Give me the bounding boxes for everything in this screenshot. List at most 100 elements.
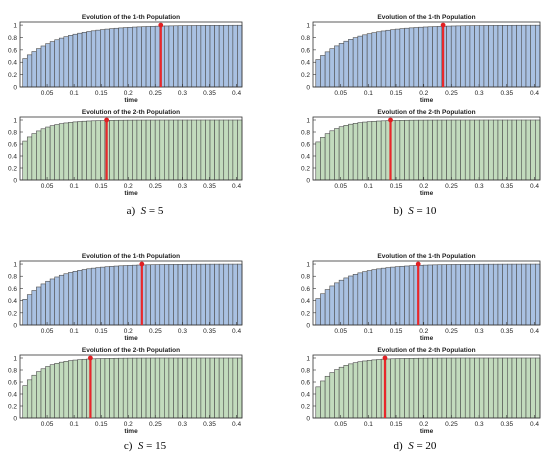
plot-b-pop2-bar [399,120,405,181]
caption-c-prefix: c) [123,440,133,452]
plot-c-pop2-bar [58,361,65,419]
plot-c-pop1-xtick-label: 0.15 [95,328,108,335]
plot-c-pop2-ytick-label: 0.8 [8,368,17,375]
plot-a-pop1-bar [196,25,202,88]
plot-b-pop2-bar [427,119,433,181]
plot-c-pop2-xtick-label: 0.15 [95,421,108,428]
plot-c-pop1-bar [81,269,87,326]
plot-b-pop1-bar [390,29,396,88]
plot-a-pop1-bar [81,31,87,88]
plot-b-pop2-bar [474,119,480,181]
plot-c-pop1-xtick-label: 0.3 [178,328,187,335]
plot-b-pop2-bar [450,119,457,181]
plot-d-pop1-bar [469,263,475,326]
plot-d-pop2-title: Evolution of the 2-th Population [377,347,475,354]
plot-c-pop1-bar [49,278,55,326]
plot-a-pop1-bar [86,31,92,88]
plot-b-pop1-bar [460,25,466,88]
plot-a-pop2-bar [141,119,147,181]
plot-a-pop1-bar [45,43,51,88]
plot-c-pop1-bar [200,263,206,326]
plot-a-pop1-bar [191,25,197,88]
plot-c-pop2-bar [154,357,161,419]
plot-b-pop2-bar [338,126,345,181]
plot-b-pop1-bar [324,51,331,88]
plot-d-pop1-bar [343,277,349,326]
plot-b-pop2-bar [464,119,471,181]
plot-b-pop2-xtick-label: 0.3 [475,183,484,190]
plot-a-pop2-bar [49,125,55,181]
plot-c-pop2-axes-frame [19,354,243,419]
plot-d-pop2-ytick-label: 0.6 [301,380,310,387]
plot-d-pop2-bar [492,357,499,419]
plot-b-pop2-bar [408,119,415,181]
plot-a-pop1-bar [90,30,97,88]
plot-c-pop1-bar [72,271,78,326]
plot-c-pop1-xtick-label: 0.35 [203,328,216,335]
plot-c-pop2-ytick-label: 0.4 [8,392,17,399]
plot-c-pop1-bar [196,263,202,326]
plot-d-pop2-bar [413,357,419,419]
plot-d-pop2-bar [385,358,391,419]
plot-b-pop2-bar [348,123,354,181]
plot-a-pop1-xlabel: time [124,97,138,104]
plot-d-pop2-bar [348,363,354,419]
plot-c-pop2-bar [72,359,78,419]
plot-b-pop1-bar [422,26,429,88]
plot-a-pop1-bar [72,33,78,88]
plot-c-pop2-bar [63,360,69,419]
plot-d-pop1-bar [506,263,513,326]
plot-d-pop1-bar [362,271,368,326]
plot-d-pop1-ytick-label: 1 [306,262,310,269]
plot-d-pop1-bar [460,264,466,326]
plot-d-pop2-ytick-label: 0.2 [301,404,310,411]
plot-c-pop2-title: Evolution of the 2-th Population [82,347,180,354]
plot-c-pop1-bar [154,264,161,326]
plot-c-pop1-xtick-label: 0.1 [70,328,79,335]
plot-d-pop1-bar [488,263,494,326]
plot-a-pop1-bar [145,26,151,88]
plot-a-pop1-xtick-label: 0.1 [70,90,79,97]
plot-c-pop2-bar [186,357,193,419]
plot-c-pop2-bar [150,357,156,419]
plot-d-pop1-bar [441,264,447,326]
plot-b-pop1-bar [399,28,405,88]
plot-a-pop1-bar [141,26,147,88]
plot-d-pop1-xtick-label: 0.05 [334,328,347,335]
plot-b-pop2-bar [478,119,485,181]
plot-a-pop1-ytick-label: 0.8 [8,35,17,42]
plot-c-pop1-bar [31,290,37,326]
plot-b-pop2-xtick-label: 0.1 [364,183,373,190]
plot-d-pop2-ytick-label: 0 [306,416,310,423]
plot-b-pop1-ytick-label: 0.4 [301,60,310,67]
plot-d-pop1-bar [390,266,396,326]
plot-a-pop2-bar [218,119,225,181]
plot-c-pop1-ytick-label: 0.8 [8,274,17,281]
plot-b-pop2-bar [357,122,363,181]
plot-b-pop1-bar [357,35,363,88]
plot-a-pop2-xtick-label: 0.25 [149,183,162,190]
plot-b-pop1-xtick-label: 0.2 [419,90,428,97]
plot-b-pop2-axes-frame [312,116,541,181]
plot-d-pop2-bar [366,360,373,419]
plot-b-pop1-bar [432,26,438,88]
plot-c-pop1-ytick-label: 1 [13,262,17,269]
plot-b-pop2-bar [502,119,508,181]
plot-b-pop1-bar [376,31,382,88]
plot-c-pop2-bar [68,360,74,419]
plot-a-pop2-xtick-label: 0.4 [232,183,241,190]
plot-b-pop1-bar [404,27,410,88]
plot-a-pop1-xtick-label: 0.4 [232,90,241,97]
plot-a-pop1-bar [205,25,211,88]
plot-a-pop1-bar [104,28,110,88]
plot-a-pop2-bar [177,119,183,181]
plot-c-pop1-bar [173,264,179,326]
plot-a-pop1-xtick-label: 0.3 [178,90,187,97]
plot-a-pop1-bar [54,39,60,88]
plot-d-pop1: 0 0.2 0.4 0.6 0.8 1 0.05 0.1 0.15 0.2 0.25 0.3 0.35 0… [301,253,541,342]
plot-a-pop2-bar [164,119,170,181]
plot-a-pop1-bar [209,25,215,88]
plot-d-pop2-xtick-label: 0.1 [364,421,373,428]
plot-a-pop2-bar [86,120,92,181]
plot-b-pop2-bar [329,130,335,181]
